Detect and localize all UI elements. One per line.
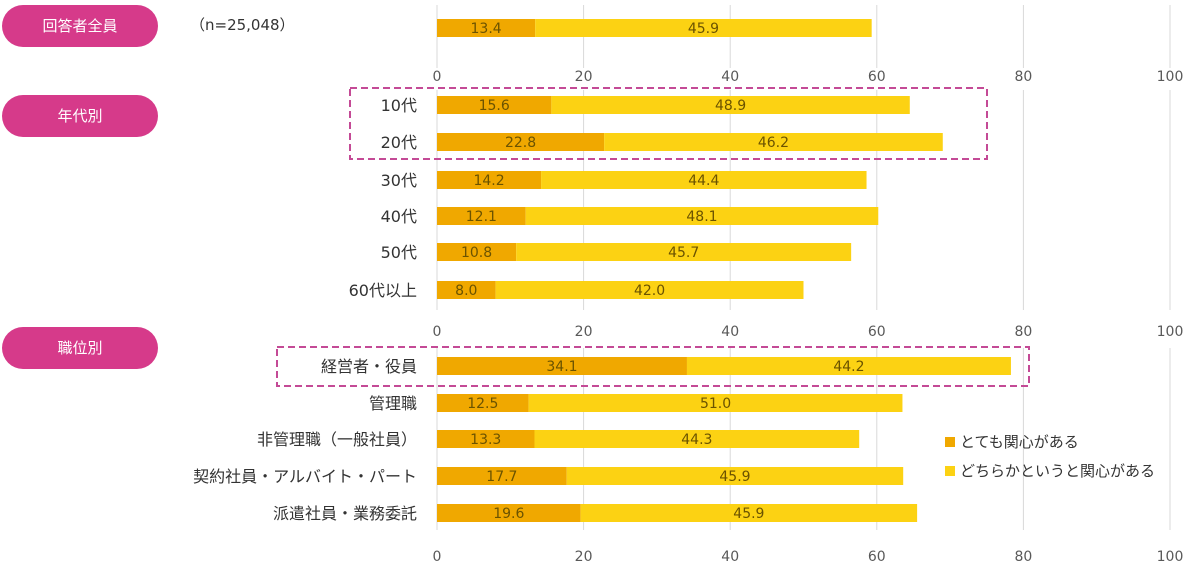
data-label-series-b: 48.9 [715, 98, 746, 114]
section-pill [2, 327, 158, 369]
bar-segment-series-a [437, 467, 567, 485]
highlight-box [276, 346, 1030, 387]
data-label-series-a: 12.1 [466, 209, 497, 225]
section-pill [2, 5, 158, 47]
tick-label: 80 [1014, 549, 1032, 565]
tick-label: 40 [721, 324, 739, 340]
tick-label: 100 [1157, 324, 1184, 340]
legend-label-series-b: どちらかというと関心がある [960, 462, 1155, 480]
bar-segment-series-b [516, 243, 852, 261]
tick-label: 60 [868, 324, 886, 340]
bar-segment-series-b [686, 357, 1011, 375]
data-label-series-b: 44.3 [681, 432, 712, 448]
category-label: 60代以上 [349, 281, 417, 300]
bar-segment-series-a [437, 281, 496, 299]
data-label-series-b: 46.2 [758, 135, 789, 151]
bar-segment-series-b [495, 281, 804, 299]
category-label: 30代 [381, 171, 417, 190]
category-label: 50代 [381, 243, 417, 262]
bar-segment-series-a [437, 243, 517, 261]
tick-label: 60 [868, 549, 886, 565]
bar-segment-series-b [535, 19, 872, 37]
data-label-series-a: 34.1 [546, 359, 577, 375]
data-label-series-b: 45.9 [719, 469, 750, 485]
tick-label: 20 [575, 549, 593, 565]
labels: 0 20 40 60 80 100 13.4 45.9 （n=25,048） 0 20 40 60 80 1… [190, 16, 1183, 565]
data-label-series-a: 8.0 [455, 283, 477, 299]
category-label: 20代 [381, 133, 417, 152]
category-label: 管理職 [369, 394, 417, 413]
data-label-series-b: 45.7 [668, 245, 699, 261]
tick-label: 40 [721, 69, 739, 85]
category-label: 経営者・役員 [321, 357, 417, 376]
legend-label-series-a: とても関心がある [960, 433, 1079, 451]
section-title: 年代別 [57, 107, 102, 125]
data-label-series-b: 45.9 [688, 21, 719, 37]
data-label-series-a: 22.8 [505, 135, 536, 151]
legend-swatch-series-a [945, 437, 955, 447]
section-pill [2, 95, 158, 137]
tick-label: 20 [575, 324, 593, 340]
tick-label: 60 [868, 69, 886, 85]
tick-label: 20 [575, 69, 593, 85]
bar-segment-series-b [541, 171, 867, 189]
data-label-series-b: 44.2 [833, 359, 864, 375]
bar-segment-series-b [580, 504, 918, 522]
gridlines [436, 5, 1171, 530]
data-label-series-b: 45.9 [733, 506, 764, 522]
bar-segment-series-b [534, 430, 860, 448]
data-label-series-a: 13.3 [470, 432, 501, 448]
category-label: 40代 [381, 207, 417, 226]
tick-label: 100 [1157, 549, 1184, 565]
bar-segment-series-b [566, 467, 904, 485]
bar-segment-series-a [437, 357, 687, 375]
category-label: 非管理職（一般社員） [257, 430, 417, 449]
data-label-series-a: 19.6 [493, 506, 524, 522]
category-label: 契約社員・アルバイト・パート [193, 467, 417, 486]
bar-segment-series-b [551, 96, 910, 114]
section-title: 回答者全員 [42, 17, 117, 35]
data-label-series-b: 51.0 [700, 396, 731, 412]
highlight-box [349, 87, 988, 160]
tick-label: 80 [1014, 69, 1032, 85]
tick-label: 80 [1014, 324, 1032, 340]
bar-segment-series-a [437, 504, 581, 522]
data-label-series-a: 14.2 [473, 173, 504, 189]
data-label-series-a: 15.6 [479, 98, 510, 114]
data-label-series-b: 42.0 [634, 283, 665, 299]
data-label-series-b: 48.1 [686, 209, 717, 225]
bar-segment-series-a [437, 394, 529, 412]
bar-segment-series-a [437, 133, 605, 151]
data-label-series-a: 13.4 [471, 21, 502, 37]
data-label-series-b: 44.4 [688, 173, 719, 189]
section-title: 職位別 [57, 339, 102, 357]
tick-label: 100 [1157, 69, 1184, 85]
tick-label: 40 [721, 549, 739, 565]
bar-segment-series-a [437, 171, 542, 189]
bars [437, 19, 1011, 522]
data-label-series-a: 17.7 [486, 469, 517, 485]
tick-label: 0 [433, 69, 442, 85]
bar-segment-series-b [525, 207, 879, 225]
legend-swatch-series-b [945, 466, 955, 476]
data-label-series-a: 12.5 [467, 396, 498, 412]
bar-segment-series-a [437, 430, 535, 448]
tick-label: 0 [433, 549, 442, 565]
category-label: 10代 [381, 96, 417, 115]
bar-segment-series-b [604, 133, 943, 151]
data-label-series-a: 10.8 [461, 245, 492, 261]
category-label: 派遣社員・業務委託 [273, 504, 417, 523]
bar-segment-series-a [437, 96, 552, 114]
sample-size-note: （n=25,048） [190, 16, 295, 34]
highlight-boxes [276, 87, 1030, 387]
bar-segment-series-a [437, 207, 526, 225]
bar-segment-series-b [528, 394, 903, 412]
legend: とても関心がある どちらかというと関心がある [945, 433, 1155, 480]
tick-label: 0 [433, 324, 442, 340]
bar-segment-series-a [437, 19, 536, 37]
